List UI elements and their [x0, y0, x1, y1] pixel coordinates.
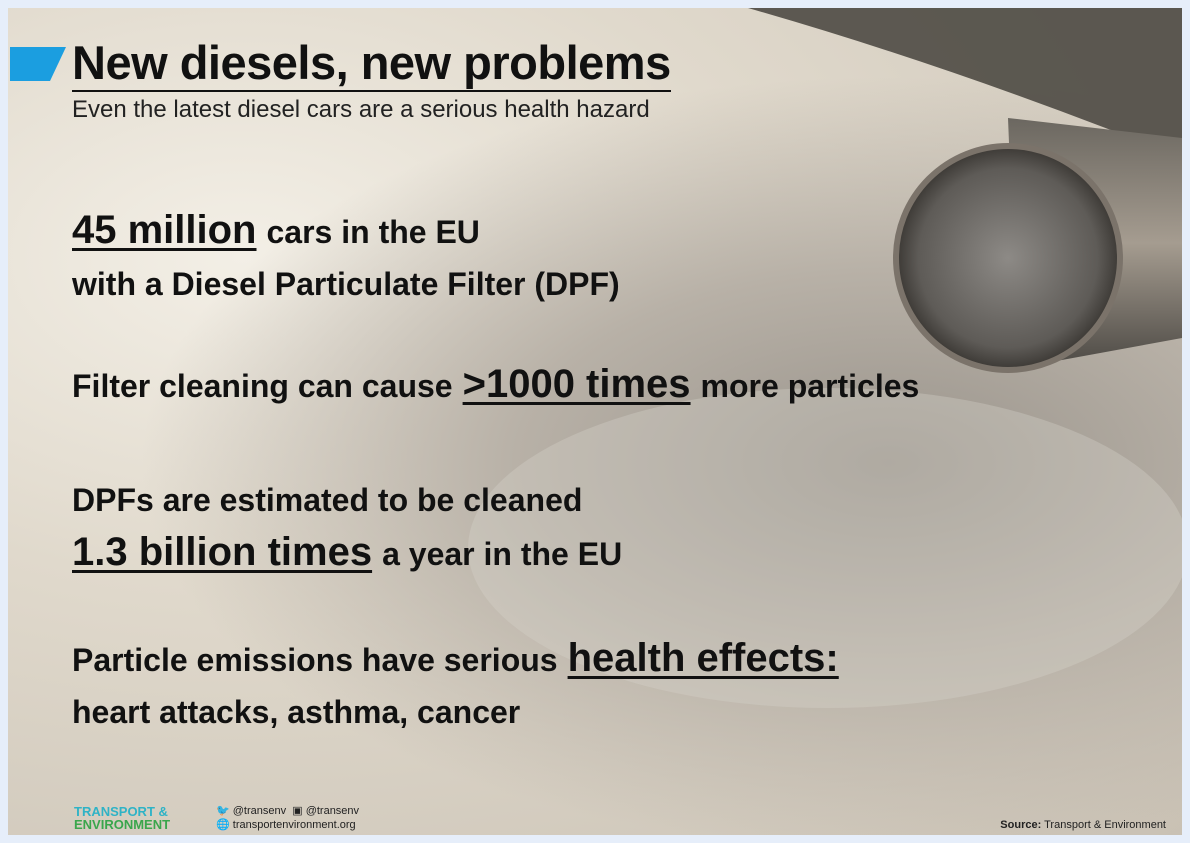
- source-label: Source:: [1000, 819, 1042, 831]
- text: DPFs are estimated to be cleaned: [72, 482, 583, 518]
- highlight: 45 million: [72, 208, 257, 252]
- social: 🐦 @transenv ▣ @transenv: [216, 805, 360, 817]
- text: more particles: [700, 368, 920, 404]
- facebook: @transenv: [305, 805, 360, 817]
- title-flag: [10, 47, 66, 81]
- exhaust-pipe: [468, 8, 1182, 708]
- fact-line: with a Diesel Particulate Filter (DPF): [72, 258, 630, 310]
- slide: New diesels, new problems Even the lates…: [8, 8, 1182, 835]
- text: a year in the EU: [382, 536, 623, 572]
- fact: Filter cleaning can cause >1000 times more…: [72, 358, 929, 412]
- title: New diesels, new problems: [72, 36, 671, 92]
- highlight: >1000 times: [462, 362, 691, 406]
- fact: Particle emissions have serious health ef…: [72, 632, 849, 738]
- source: Source: Transport & Environment: [1000, 819, 1166, 831]
- logo-line: TRANSPORT &: [74, 804, 168, 819]
- fact: DPFs are estimated to be cleaned 1.3 bill…: [72, 474, 632, 580]
- fact-line: 1.3 billion times a year in the EU: [72, 526, 632, 580]
- fact-line: Filter cleaning can cause >1000 times more…: [72, 358, 929, 412]
- source-text: Transport & Environment: [1044, 819, 1166, 831]
- text: heart attacks, asthma, cancer: [72, 694, 521, 730]
- fact-line: heart attacks, asthma, cancer: [72, 686, 849, 738]
- fact-line: 45 million cars in the EU: [72, 204, 630, 258]
- text: Particle emissions have serious: [72, 642, 558, 678]
- website-row: 🌐 transportenvironment.org: [216, 819, 356, 831]
- highlight: health effects:: [567, 636, 839, 680]
- fact-line: DPFs are estimated to be cleaned: [72, 474, 632, 526]
- text: cars in the EU: [266, 214, 480, 250]
- fact-line: Particle emissions have serious health ef…: [72, 632, 849, 686]
- text: Filter cleaning can cause: [72, 368, 453, 404]
- subtitle: Even the latest diesel cars are a seriou…: [72, 96, 650, 123]
- logo-line: ENVIRONMENT: [74, 817, 171, 832]
- text: with a Diesel Particulate Filter (DPF): [72, 266, 620, 302]
- website: transportenvironment.org: [232, 819, 356, 831]
- fact: 45 million cars in the EU with a Diesel Pa…: [72, 204, 630, 310]
- highlight: 1.3 billion times: [72, 530, 373, 574]
- twitter: @transenv: [232, 805, 287, 817]
- logo: TRANSPORT & ENVIRONMENT: [74, 805, 170, 831]
